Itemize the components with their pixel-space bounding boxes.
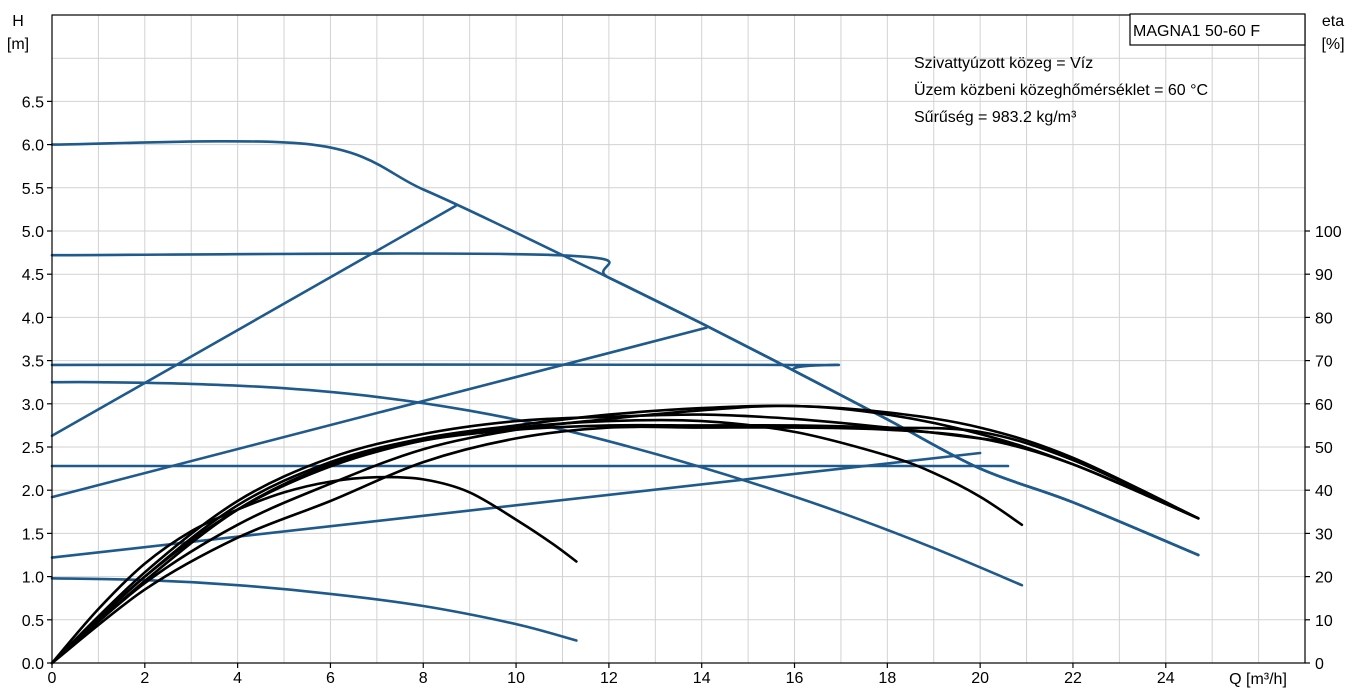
y-right-tick-label: 90	[1315, 267, 1333, 284]
x-axis-label: Q [m³/h]	[1229, 671, 1287, 688]
y-right-tick-label: 60	[1315, 397, 1333, 414]
efficiency-curve-4	[50, 404, 1200, 665]
x-tick-label: 16	[786, 670, 804, 687]
x-tick-label: 10	[507, 670, 525, 687]
annotation-medium: Szivattyúzott közeg = Víz	[914, 55, 1093, 72]
x-tick-label: 24	[1157, 670, 1175, 687]
y-right-tick-label: 100	[1315, 224, 1342, 241]
annotation-temperature: Üzem közbeni közeghőmérséklet = 60 °C	[914, 81, 1208, 99]
y-left-tick-label: 3.0	[22, 397, 44, 414]
y-right-axis-unit: [%]	[1321, 36, 1344, 53]
y-right-tick-label: 30	[1315, 526, 1333, 543]
y-right-axis-label: eta	[1322, 13, 1344, 30]
x-tick-label: 6	[326, 670, 335, 687]
grid	[52, 15, 1305, 663]
y-left-tick-label: 2.5	[22, 440, 44, 457]
y-right-tick-label: 0	[1315, 656, 1324, 673]
plot-frame	[51, 14, 1306, 664]
y-left-tick-label: 6.5	[22, 94, 44, 111]
x-tick-label: 4	[233, 670, 242, 687]
y-left-tick-label: 1.0	[22, 570, 44, 587]
axis-ticks: 0 2 4 6 8 10 12 14 16 18 20 22 240.00.51.01.52.02.53…	[22, 94, 1342, 687]
x-tick-label: 14	[693, 670, 711, 687]
efficiency-curves	[50, 404, 1200, 665]
title-box	[1129, 13, 1306, 46]
efficiency-curve-5	[50, 423, 1200, 665]
x-tick-label: 20	[971, 670, 989, 687]
y-left-tick-label: 5.0	[22, 224, 44, 241]
head-curve-6	[50, 326, 708, 499]
y-right-tick-label: 70	[1315, 354, 1333, 371]
y-left-axis-label: H	[12, 13, 24, 30]
chart-title: MAGNA1 50-60 F	[1133, 23, 1260, 40]
annotation-density: Sűrűség = 983.2 kg/m³	[914, 109, 1077, 126]
y-left-tick-label: 0.5	[22, 613, 44, 630]
x-tick-label: 2	[140, 670, 149, 687]
y-right-tick-label: 20	[1315, 570, 1333, 587]
y-left-tick-label: 1.5	[22, 526, 44, 543]
y-left-tick-label: 4.0	[22, 310, 44, 327]
y-right-tick-label: 80	[1315, 310, 1333, 327]
y-left-tick-label: 2.0	[22, 483, 44, 500]
y-left-tick-label: 3.5	[22, 354, 44, 371]
head-curve-7	[50, 451, 982, 559]
y-right-tick-label: 40	[1315, 483, 1333, 500]
x-tick-label: 0	[48, 670, 57, 687]
y-left-tick-label: 6.0	[22, 138, 44, 155]
y-right-tick-label: 10	[1315, 613, 1333, 630]
efficiency-curve-7	[50, 425, 1200, 665]
head-curve-5	[50, 204, 457, 438]
x-tick-label: 12	[600, 670, 618, 687]
x-tick-label: 8	[419, 670, 428, 687]
y-left-tick-label: 4.5	[22, 267, 44, 284]
y-left-tick-label: 5.5	[22, 181, 44, 198]
y-left-tick-label: 0.0	[22, 656, 44, 673]
y-right-tick-label: 50	[1315, 440, 1333, 457]
x-tick-label: 18	[878, 670, 896, 687]
head-curve-3	[50, 363, 1200, 557]
efficiency-curve-6	[50, 404, 1200, 665]
y-left-axis-unit: [m]	[7, 36, 29, 53]
efficiency-curve-1	[50, 475, 578, 665]
x-tick-label: 22	[1064, 670, 1082, 687]
